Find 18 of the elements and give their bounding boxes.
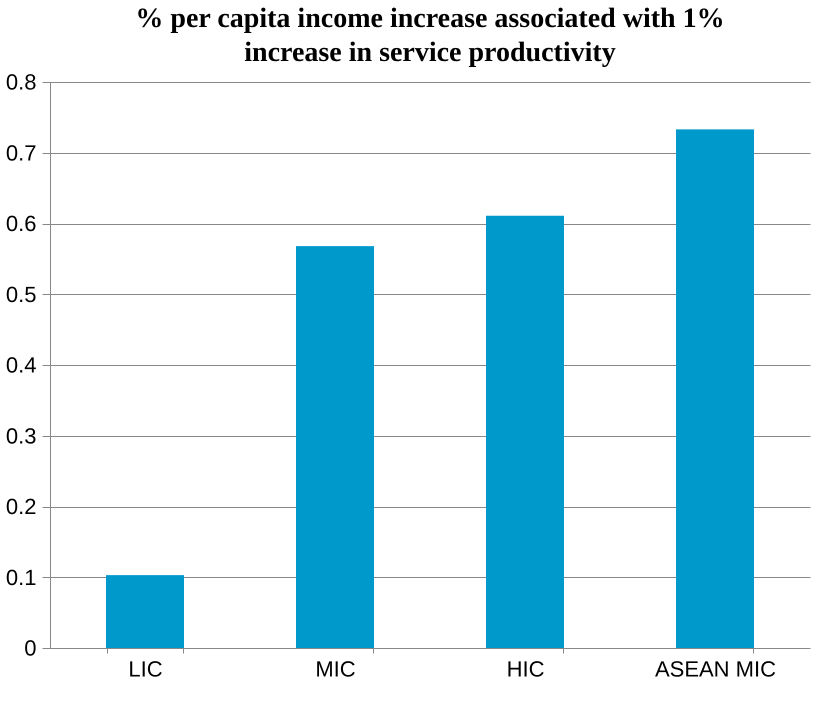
y-tick-label: 0.2 <box>6 494 36 519</box>
bar <box>486 216 564 648</box>
x-tick-label: ASEAN MIC <box>654 656 776 682</box>
bar <box>296 246 374 648</box>
x-tick-label: MIC <box>315 656 356 682</box>
bar <box>106 575 184 648</box>
y-tick-label: 0.8 <box>6 70 36 94</box>
y-tick-label: 0.3 <box>6 423 36 448</box>
x-tick-label: LIC <box>128 656 163 682</box>
y-tick-label: 0.4 <box>6 352 36 378</box>
y-tick-label: 0.1 <box>6 564 36 590</box>
y-tick-label: 0.7 <box>6 140 36 166</box>
bar <box>676 129 754 648</box>
x-tick-label: HIC <box>506 656 545 682</box>
y-tick-label: 0.5 <box>6 282 36 307</box>
y-tick-label: 0 <box>24 636 36 660</box>
y-tick-label: 0.6 <box>6 211 36 236</box>
chart-title: % per capita income increase associated with 1% increase in service productivity <box>135 3 725 68</box>
